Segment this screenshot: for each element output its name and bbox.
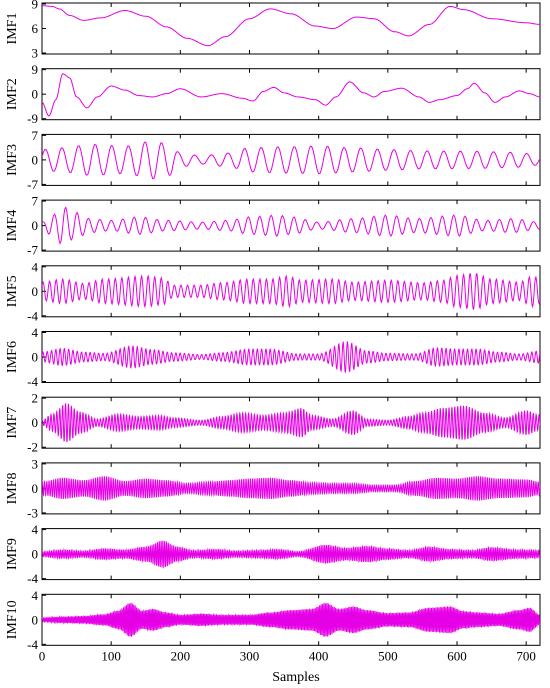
panel-label: IMF10 bbox=[5, 600, 20, 639]
series-imf2 bbox=[42, 73, 540, 117]
series-imf8 bbox=[42, 476, 540, 501]
y-tick-label: -4 bbox=[27, 571, 38, 586]
series-imf10 bbox=[42, 602, 540, 637]
y-tick-label: -4 bbox=[27, 308, 38, 323]
x-tick-label: 300 bbox=[240, 648, 260, 663]
panel-imf3: -7 0 7 IMF3 bbox=[5, 128, 541, 192]
series-imf4 bbox=[42, 206, 540, 245]
y-tick-label: 4 bbox=[32, 588, 39, 603]
panels-group: 369IMF1-909IMF2-707IMF3-707IMF4-404IMF5-… bbox=[5, 0, 541, 652]
panel-imf1: 3 6 9 IMF1 bbox=[5, 0, 541, 61]
panel-label: IMF2 bbox=[5, 78, 20, 110]
panel-imf9: -4 0 4 IMF9 bbox=[5, 522, 541, 586]
x-tick-label: 100 bbox=[101, 648, 121, 663]
y-tick-label: 0 bbox=[32, 547, 39, 562]
y-tick-label: -4 bbox=[27, 374, 38, 389]
panel-label: IMF6 bbox=[5, 341, 20, 373]
x-tick-label: 700 bbox=[516, 648, 536, 663]
y-tick-label: 6 bbox=[32, 21, 39, 36]
panel-imf6: -4 0 4 IMF6 bbox=[5, 325, 541, 389]
panel-label: IMF3 bbox=[5, 144, 20, 176]
y-tick-label: 3 bbox=[32, 456, 39, 471]
y-tick-label: -4 bbox=[27, 637, 38, 652]
y-tick-label: 0 bbox=[32, 350, 39, 365]
y-tick-label: 9 bbox=[32, 0, 39, 11]
y-tick-label: 9 bbox=[32, 62, 39, 77]
y-tick-label: 0 bbox=[32, 415, 39, 430]
series-imf3 bbox=[42, 141, 540, 180]
y-tick-label: 4 bbox=[32, 522, 39, 537]
y-tick-label: -2 bbox=[27, 440, 38, 455]
series-imf9 bbox=[42, 540, 540, 569]
panel-frame bbox=[41, 2, 541, 55]
series-imf6 bbox=[42, 340, 540, 374]
x-tick-label: 200 bbox=[171, 648, 191, 663]
y-tick-label: 0 bbox=[32, 481, 39, 496]
panel-label: IMF1 bbox=[5, 13, 20, 45]
x-axis: 0 100 200 300 400 500 600 700 bbox=[39, 648, 536, 663]
panel-label: IMF4 bbox=[5, 210, 20, 242]
y-tick-label: 4 bbox=[32, 325, 39, 340]
series-imf1 bbox=[42, 5, 540, 47]
series-imf5 bbox=[42, 272, 540, 310]
y-tick-label: 4 bbox=[32, 259, 39, 274]
x-tick-label: 600 bbox=[447, 648, 467, 663]
panel-frame bbox=[41, 68, 541, 121]
panel-imf10: -4 0 4 IMF10 bbox=[5, 588, 541, 652]
y-tick-label: 0 bbox=[32, 612, 39, 627]
panel-label: IMF5 bbox=[5, 275, 20, 307]
y-tick-label: 7 bbox=[32, 128, 39, 143]
x-axis-title: Samples bbox=[272, 670, 319, 685]
panel-label: IMF9 bbox=[5, 538, 20, 570]
panel-label: IMF8 bbox=[5, 472, 20, 504]
y-tick-label: -9 bbox=[27, 111, 38, 126]
x-tick-label: 400 bbox=[309, 648, 329, 663]
y-tick-label: 0 bbox=[32, 218, 39, 233]
y-tick-label: 3 bbox=[32, 46, 39, 61]
series-imf7 bbox=[42, 403, 540, 443]
y-tick-label: 7 bbox=[32, 194, 39, 209]
y-tick-label: -7 bbox=[27, 243, 38, 258]
panel-frame bbox=[41, 133, 541, 186]
panel-imf2: -9 0 9 IMF2 bbox=[5, 62, 541, 126]
y-tick-label: 0 bbox=[32, 152, 39, 167]
x-tick-label: 500 bbox=[378, 648, 398, 663]
y-tick-label: 0 bbox=[32, 87, 39, 102]
y-tick-label: 0 bbox=[32, 284, 39, 299]
panel-imf5: -4 0 4 IMF5 bbox=[5, 259, 541, 323]
panel-imf8: -3 0 3 IMF8 bbox=[5, 456, 541, 520]
y-tick-label: -7 bbox=[27, 177, 38, 192]
panel-imf4: -7 0 7 IMF4 bbox=[5, 194, 541, 258]
y-tick-label: -3 bbox=[27, 505, 38, 520]
panel-imf7: -2 0 2 IMF7 bbox=[5, 391, 541, 455]
panel-label: IMF7 bbox=[5, 407, 20, 439]
x-tick-label: 0 bbox=[39, 648, 46, 663]
y-tick-label: 2 bbox=[32, 391, 39, 406]
